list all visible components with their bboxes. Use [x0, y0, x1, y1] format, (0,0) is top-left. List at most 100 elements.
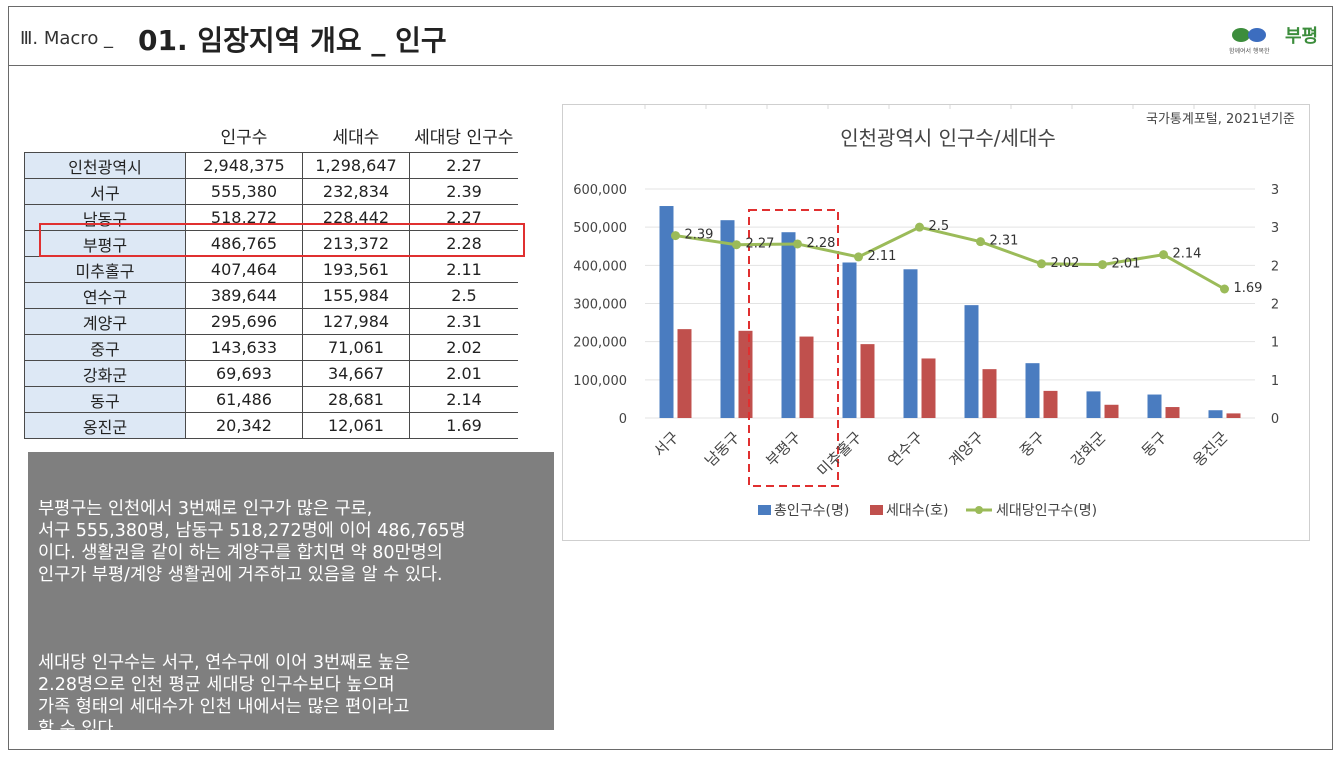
- value-cell: 34,667: [302, 360, 410, 387]
- table-header-row: 인구수 세대수 세대당 인구수: [25, 118, 519, 153]
- line-data-label: 2.5: [929, 219, 950, 234]
- line-data-label: 2.14: [1173, 247, 1202, 262]
- summary-textbox: 부평구는 인천에서 3번째로 인구가 많은 구로, 서구 555,380명, 남…: [28, 452, 554, 739]
- value-cell: 2.02: [409, 334, 518, 361]
- value-cell: 2.14: [409, 386, 518, 413]
- line-point: [854, 252, 863, 262]
- table-header-cell: 인구수: [220, 127, 268, 148]
- line-point: [793, 239, 802, 249]
- y-left-tick-label: 600,000: [573, 183, 627, 198]
- y-right-tick-label: 3: [1271, 221, 1279, 236]
- y-left-tick-label: 300,000: [573, 298, 627, 313]
- value-cell: 2.27: [409, 152, 518, 179]
- y-right-tick-label: 1: [1271, 336, 1279, 351]
- line-data-label: 2.02: [1051, 256, 1080, 271]
- value-cell: 2.28: [409, 230, 518, 257]
- table-header-cell: 세대수: [332, 127, 380, 148]
- bar-population: [903, 269, 918, 418]
- value-cell: 28,681: [302, 386, 410, 413]
- x-category-label: 서구: [650, 428, 682, 460]
- value-cell: 61,486: [185, 386, 303, 413]
- x-category-label: 미추홀구: [814, 428, 866, 480]
- line-point: [732, 240, 741, 250]
- region-name-cell: 인천광역시: [24, 152, 186, 179]
- source-note: 국가통계포털, 2021년기준: [1146, 112, 1295, 127]
- legend-label: 세대수(호): [886, 503, 948, 519]
- legend-swatch-households: [870, 505, 883, 515]
- y-right-tick-label: 1: [1271, 374, 1279, 389]
- value-cell: 407,464: [185, 256, 303, 283]
- summary-paragraph-2: 세대당 인구수는 서구, 연수구에 이어 3번째로 높은 2.28명으로 인천 …: [38, 653, 411, 739]
- bupyeong-logo: 부평 함께여서 행복한: [1229, 26, 1317, 55]
- line-point: [1220, 284, 1229, 294]
- line-data-label: 2.11: [868, 249, 897, 264]
- bar-population: [1208, 410, 1223, 418]
- bar-population: [964, 305, 979, 418]
- value-cell: 295,696: [185, 308, 303, 335]
- value-cell: 228,442: [302, 204, 410, 231]
- bar-households: [1226, 413, 1241, 418]
- table-row: 계양구 295,696 127,984 2.31: [24, 308, 518, 335]
- bar-population: [659, 206, 674, 418]
- value-cell: 2.31: [409, 308, 518, 335]
- line-data-label: 2.28: [807, 236, 836, 251]
- value-cell: 143,633: [185, 334, 303, 361]
- y-left-tick-label: 500,000: [573, 221, 627, 236]
- logo-subtext: 함께여서 행복한: [1229, 47, 1270, 55]
- line-per-household: [675, 225, 1226, 291]
- legend-label: 총인구수(명): [774, 503, 849, 519]
- value-cell: 71,061: [302, 334, 410, 361]
- region-name-cell: 강화군: [24, 360, 186, 387]
- table-row: 인천광역시 2,948,375 1,298,647 2.27: [24, 152, 518, 179]
- value-cell: 2.01: [409, 360, 518, 387]
- bar-population: [720, 220, 735, 418]
- bar-households: [921, 358, 936, 418]
- section-label: Ⅲ. Macro _: [20, 28, 114, 49]
- bar-households: [1165, 407, 1180, 418]
- y-right-tick-label: 2: [1271, 298, 1279, 313]
- y-left-tick-label: 0: [619, 412, 627, 427]
- value-cell: 232,834: [302, 178, 410, 205]
- value-cell: 2.11: [409, 256, 518, 283]
- table-row: 동구 61,486 28,681 2.14: [24, 386, 518, 413]
- x-category-label: 계양구: [945, 428, 987, 470]
- table-row: 서구 555,380 232,834 2.39: [24, 178, 518, 205]
- value-cell: 20,342: [185, 412, 303, 439]
- y-left-tick-label: 200,000: [573, 336, 627, 351]
- region-name-cell: 옹진군: [24, 412, 186, 439]
- table-row: 연수구 389,644 155,984 2.5: [24, 282, 518, 309]
- y-right-tick-label: 0: [1271, 412, 1279, 427]
- legend-label: 세대당인구수(명): [996, 503, 1097, 519]
- logo-text: 부평: [1285, 26, 1317, 47]
- x-category-label: 옹진군: [1189, 428, 1231, 470]
- line-point: [671, 231, 680, 241]
- bar-population: [1086, 391, 1101, 418]
- bar-households: [1043, 390, 1058, 418]
- table-header-cell: [25, 118, 186, 153]
- value-cell: 2.27: [409, 204, 518, 231]
- region-name-cell: 미추홀구: [24, 256, 186, 283]
- x-category-label: 강화군: [1067, 428, 1109, 470]
- value-cell: 389,644: [185, 282, 303, 309]
- summary-paragraph-1: 부평구는 인천에서 3번째로 인구가 많은 구로, 서구 555,380명, 남…: [38, 499, 466, 585]
- table-row: 옹진군 20,342 12,061 1.69: [24, 412, 518, 439]
- value-cell: 193,561: [302, 256, 410, 283]
- bar-households: [799, 336, 814, 418]
- slide-header: Ⅲ. Macro _ 01. 임장지역 개요 _ 인구 부평 함께여서 행복한: [8, 6, 1333, 66]
- table-header-cell: 세대당 인구수: [414, 127, 514, 148]
- y-left-tick-label: 400,000: [573, 259, 627, 274]
- bar-population: [781, 232, 796, 418]
- bupyeong-row-highlight: [39, 223, 525, 257]
- region-name-cell: 계양구: [24, 308, 186, 335]
- value-cell: 518,272: [185, 204, 303, 231]
- line-data-label: 2.27: [746, 237, 775, 252]
- region-name-cell: 서구: [24, 178, 186, 205]
- value-cell: 1,298,647: [302, 152, 410, 179]
- bar-population: [842, 262, 857, 418]
- page-title: 01. 임장지역 개요 _ 인구: [138, 24, 447, 57]
- population-table: 인구수 세대수 세대당 인구수 인천광역시 2,948,375 1,298,647 2…: [24, 118, 518, 439]
- value-cell: 1.69: [409, 412, 518, 439]
- line-point: [1098, 260, 1107, 270]
- line-data-label: 2.01: [1112, 257, 1141, 272]
